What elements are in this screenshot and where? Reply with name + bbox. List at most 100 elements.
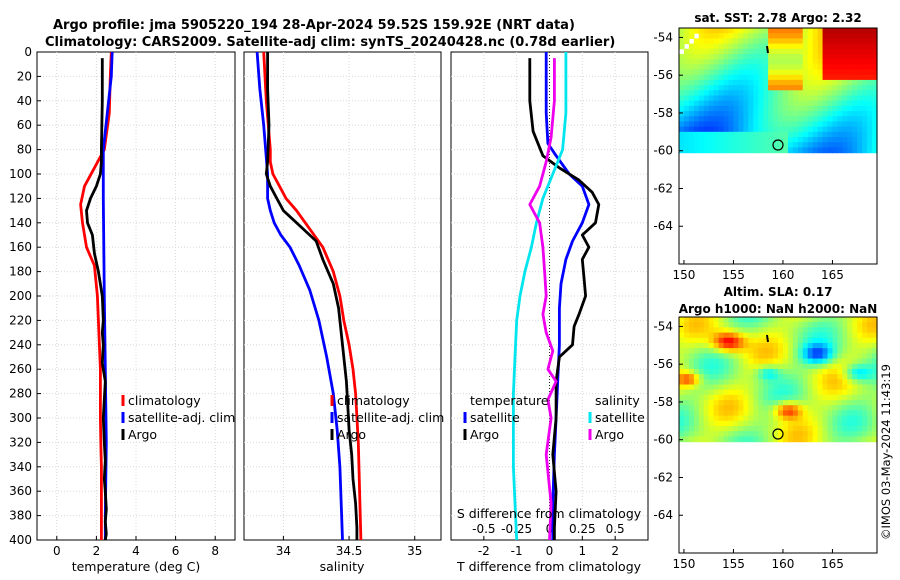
map-cell [683, 400, 690, 406]
map-cell [703, 436, 710, 443]
map-cell [773, 53, 779, 60]
map-cell [827, 59, 834, 65]
map-cell [842, 142, 848, 149]
map-cell [738, 420, 744, 427]
map-cell [822, 121, 829, 128]
map-cell [827, 79, 834, 86]
map-cell [872, 410, 878, 417]
y-tick-label: 380 [9, 509, 32, 523]
map-cell [713, 420, 720, 427]
map-cell [688, 116, 695, 123]
map-cell [693, 64, 700, 71]
map-cell [743, 420, 749, 427]
map-cell [862, 426, 868, 432]
map-cell [743, 342, 749, 349]
map-cell [743, 126, 749, 133]
map-cell [847, 105, 853, 112]
map-cell [807, 394, 814, 401]
map-cell [688, 342, 695, 349]
map-cell [688, 348, 695, 354]
map-cell [758, 69, 764, 76]
map-cell [728, 317, 735, 323]
map-cell [842, 358, 848, 365]
map-cell [802, 368, 809, 375]
map-cell [713, 64, 720, 71]
map-cell [703, 95, 710, 102]
map-cell [842, 131, 848, 138]
map-cell [753, 142, 759, 149]
map-cell [807, 400, 814, 406]
map-cell [728, 363, 735, 370]
map-cell [748, 348, 754, 354]
map-cell [847, 374, 853, 380]
map-cell [703, 405, 710, 412]
map-cell [802, 95, 809, 102]
map-cell [778, 126, 784, 133]
map-cell [778, 332, 784, 339]
map-cell [797, 317, 804, 323]
map-cell [842, 79, 848, 86]
map-cell [797, 332, 804, 339]
map-cell [827, 28, 834, 34]
map-cell [847, 384, 853, 391]
map-cell [728, 332, 735, 339]
map-cell [753, 100, 759, 107]
map-cell [857, 327, 863, 334]
map-cell [679, 33, 685, 39]
map-cell [787, 95, 794, 102]
map-cell [832, 317, 838, 323]
map-cell [852, 111, 858, 117]
map-cell [802, 348, 809, 354]
map-cell [792, 415, 799, 422]
map-cell [679, 59, 685, 65]
map-cell [718, 33, 725, 39]
map-cell [679, 389, 685, 396]
map-cell [743, 105, 749, 112]
map-cell [753, 322, 759, 328]
map-cell [698, 147, 705, 154]
map-cell [832, 431, 838, 438]
map-cell [792, 368, 799, 375]
map-cell [698, 131, 705, 138]
map-cell [748, 105, 754, 112]
map-cell [817, 394, 824, 401]
map-cell [713, 74, 720, 81]
map-cell [862, 317, 868, 323]
map-cell [679, 426, 685, 432]
map-cell [713, 95, 720, 102]
map-cell [827, 90, 834, 97]
map-cell [792, 38, 799, 45]
map-cell [837, 137, 843, 143]
map-cell [812, 64, 819, 71]
y-tick-label: 40 [17, 94, 32, 108]
map-cell [703, 64, 710, 71]
map-cell [683, 100, 690, 107]
map-cell [733, 332, 739, 339]
map-cell [802, 317, 809, 323]
map-cell [842, 105, 848, 112]
map-cell [782, 379, 789, 386]
map-cell [827, 69, 834, 76]
map-cell [763, 353, 769, 360]
map-cell [773, 111, 779, 117]
map-cell [773, 415, 779, 422]
map-y-tick-label: -60 [653, 144, 673, 158]
map-cell [862, 116, 868, 123]
map-cell [718, 59, 725, 65]
map-cell [797, 48, 804, 55]
map-cell [728, 147, 735, 154]
map-cell [802, 116, 809, 123]
map-cell [679, 116, 685, 123]
map-cell [817, 116, 824, 123]
map-cell [787, 394, 794, 401]
map-cell [837, 38, 843, 45]
map-cell [797, 431, 804, 438]
map-cell [827, 95, 834, 102]
map-cell [778, 100, 784, 107]
map-cell [723, 111, 730, 117]
map-cell [857, 137, 863, 143]
map-cell [688, 137, 695, 143]
map-cell [703, 121, 710, 128]
map-cell [797, 322, 804, 328]
map-cell [862, 332, 868, 339]
